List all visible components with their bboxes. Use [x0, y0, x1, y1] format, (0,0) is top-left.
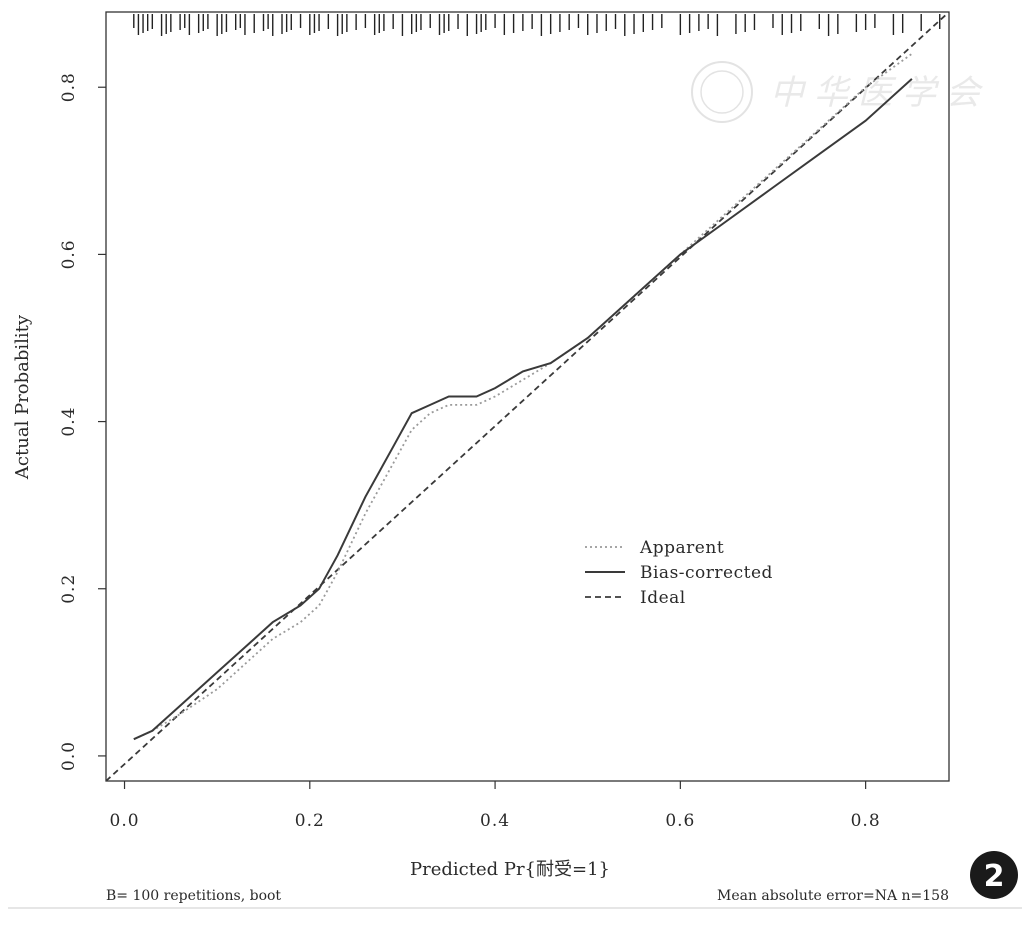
figure-badge-circle: [970, 851, 1018, 899]
x-tick-label: 0.2: [295, 811, 325, 831]
y-tick-label: 0.6: [59, 239, 79, 269]
series-line-bias-corrected: [133, 78, 913, 741]
x-tick-label: 0.6: [665, 811, 695, 831]
x-tick-label: 0.4: [480, 811, 510, 831]
y-axis: 0.0 0.2 0.4 0.6 0.8: [59, 72, 106, 771]
y-tick-label: 0.2: [59, 574, 79, 604]
x-tick-label: 0.8: [851, 811, 881, 831]
plot-frame: [105, 11, 950, 782]
y-axis-title: Actual Probability: [12, 314, 33, 480]
watermark-seal-icon: [691, 61, 753, 123]
rug-marks: [133, 14, 941, 36]
footnote-left: B= 100 repetitions, boot: [106, 888, 281, 904]
x-axis-title: Predicted Pr{耐受=1}: [410, 859, 610, 880]
watermark-seal-inner: [700, 70, 744, 114]
series-lines: [105, 11, 950, 782]
legend: Apparent Bias-corrected Ideal: [585, 538, 773, 608]
y-tick-label: 0.8: [59, 72, 79, 102]
series-line-ideal: [105, 11, 950, 782]
y-tick-label: 0.4: [59, 407, 79, 437]
x-tick-label: 0.0: [110, 811, 140, 831]
legend-label: Apparent: [639, 538, 724, 558]
figure-badge: 2: [970, 851, 1018, 899]
legend-label: Bias-corrected: [640, 563, 773, 583]
legend-label: Ideal: [640, 588, 686, 608]
x-axis: 0.0 0.2 0.4 0.6 0.8: [110, 781, 881, 831]
footnote-right: Mean absolute error=NA n=158: [717, 888, 949, 904]
y-tick-label: 0.0: [59, 741, 79, 771]
series-line-apparent: [133, 53, 913, 741]
figure-badge-number: 2: [984, 859, 1005, 894]
